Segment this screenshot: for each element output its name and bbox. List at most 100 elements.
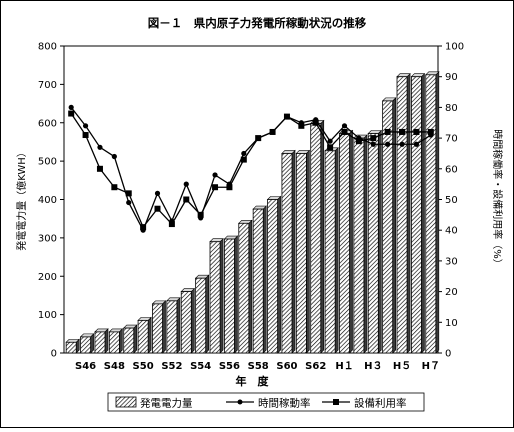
point-1 (385, 141, 391, 147)
bar (223, 238, 235, 354)
bar-side (334, 147, 339, 354)
point-2 (68, 110, 75, 117)
bar (137, 319, 149, 354)
x-axis-label: 年 度 (236, 374, 270, 388)
point-2 (399, 128, 406, 135)
point-2 (111, 184, 118, 191)
bar-side (119, 328, 123, 354)
bar-side (219, 237, 224, 354)
bar (65, 341, 77, 354)
plot-layer: 0 100 200 300 400 500 600 700 800 0 10 20 30 40 50 60 70… (38, 42, 464, 373)
legend-label-bar: 発電電力量 (140, 397, 193, 410)
point-2 (427, 128, 434, 135)
point-2 (183, 196, 190, 203)
point-1 (169, 218, 175, 224)
point-1 (341, 123, 348, 129)
y-axis-label-left: 発電電力量（億KWH） (15, 147, 28, 251)
bar (295, 153, 307, 354)
point-2 (384, 128, 391, 135)
bar-side (306, 149, 310, 354)
y-left-tick-label: 0 (51, 349, 57, 360)
point-1 (313, 117, 319, 123)
bar-side (133, 324, 138, 354)
bar (209, 241, 221, 354)
point-1 (370, 141, 376, 147)
bar (281, 153, 293, 354)
series-line-1 (70, 106, 432, 232)
bar-side (349, 129, 353, 354)
point-2 (312, 119, 319, 126)
bar-side (176, 297, 181, 354)
point-2 (82, 132, 89, 139)
bar (267, 199, 279, 354)
legend-marker-dot (237, 399, 243, 405)
point-1 (226, 181, 233, 187)
point-1 (399, 141, 405, 147)
point-1 (255, 135, 261, 141)
x-tick-label: S48 (104, 361, 125, 372)
legend: 発電電力量 時間稼動率 設備利用率 (107, 392, 425, 412)
legend-frame (107, 392, 425, 412)
y-right-tick-label: 50 (445, 195, 458, 206)
y-right-tick-label: 10 (445, 318, 458, 329)
y-right-tick-label: 40 (445, 226, 458, 237)
y-right-tick-label: 90 (445, 72, 458, 83)
point-1 (428, 132, 434, 138)
point-1 (269, 129, 276, 135)
point-1 (140, 227, 146, 233)
bar-side (406, 72, 411, 354)
y-right-tick-label: 30 (445, 256, 458, 267)
bar-side (191, 287, 195, 354)
x-tick-label: S52 (161, 361, 182, 372)
x-tick-label: S58 (248, 361, 269, 372)
point-1 (97, 144, 103, 150)
point-2 (370, 135, 377, 142)
point-1 (198, 215, 204, 221)
x-tick-label: H７ (422, 360, 440, 372)
y-left-tick-label: 300 (38, 233, 57, 244)
x-tick-label: S56 (219, 361, 240, 372)
point-2 (355, 138, 362, 145)
y-left-tick-label: 200 (38, 272, 57, 283)
y-left-tick-label: 400 (38, 195, 57, 206)
x-tick-label: H３ (364, 360, 382, 372)
bar-side (234, 235, 238, 354)
x-tick-label: S46 (75, 361, 96, 372)
point-2 (226, 184, 233, 191)
x-tick-label: H５ (393, 360, 411, 372)
y-right-tick-label: 0 (445, 349, 451, 360)
bar (238, 222, 250, 354)
bar (195, 277, 207, 354)
y-right-tick-label: 70 (445, 134, 458, 145)
point-1 (298, 120, 304, 126)
bar-side (147, 316, 152, 354)
bar-side (205, 274, 209, 354)
point-2 (212, 184, 219, 191)
point-1 (82, 123, 89, 129)
bar-side (435, 71, 440, 354)
bar (180, 291, 192, 354)
x-tick-label: H１ (335, 360, 353, 372)
bar-side (248, 219, 253, 354)
bar-side (291, 149, 296, 354)
legend-swatch-bar (115, 396, 137, 408)
bar-side (104, 328, 109, 354)
point-2 (197, 211, 204, 218)
point-2 (125, 190, 132, 197)
point-1 (183, 181, 189, 187)
legend-label-line-square: 設備利用率 (354, 397, 407, 410)
y-left-tick-label: 500 (38, 157, 57, 168)
bar (94, 331, 106, 354)
bar-side (320, 119, 325, 354)
bar (396, 76, 408, 354)
bar (310, 123, 322, 354)
point-1 (356, 135, 362, 141)
legend-marker-square (333, 399, 339, 405)
y-right-tick-label: 60 (445, 164, 458, 175)
bar (252, 208, 264, 354)
y-right-tick-label: 20 (445, 287, 458, 298)
point-1 (212, 172, 218, 178)
point-1 (284, 114, 290, 120)
